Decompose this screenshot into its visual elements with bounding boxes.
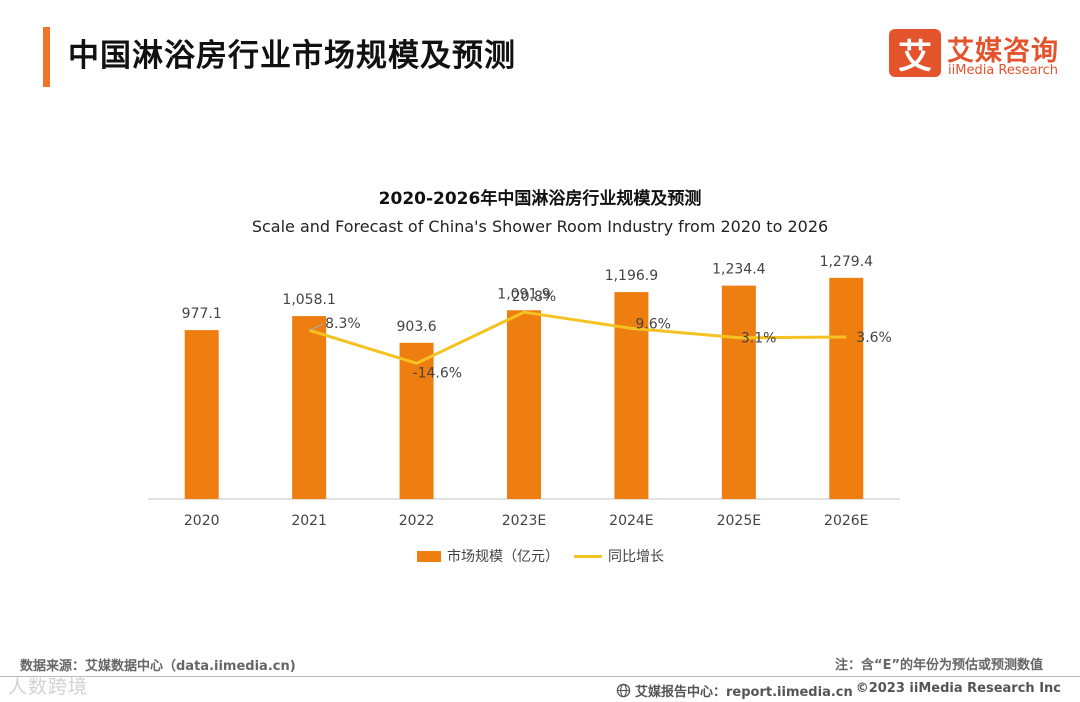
legend-label-market-size: 市场规模（亿元） xyxy=(447,549,559,565)
x-tick-label-2025E: 2025E xyxy=(717,513,761,529)
growth-leader-2021 xyxy=(308,323,324,331)
x-tick-label-2026E: 2026E xyxy=(824,513,868,529)
bar-value-label-2026E: 1,279.4 xyxy=(820,254,874,270)
legend-item-growth: 同比增长 xyxy=(574,546,664,566)
title-accent-bar xyxy=(43,27,50,87)
data-source: 数据来源：艾媒数据中心（data.iimedia.cn) xyxy=(20,659,296,674)
x-tick-label-2023E: 2023E xyxy=(502,513,546,529)
bar-2022 xyxy=(399,342,434,499)
chart-title: 2020-2026年中国淋浴房行业规模及预测 xyxy=(378,189,702,209)
bar-2023E xyxy=(507,310,541,499)
bar-value-label-2021: 1,058.1 xyxy=(282,292,335,308)
legend-item-market-size: 市场规模（亿元） xyxy=(417,546,559,566)
report-center-text: 艾媒报告中心：report.iimedia.cn xyxy=(635,685,853,700)
forecast-note: 注：含“E”的年份为预估或预测数值 xyxy=(835,658,1043,673)
bar-2021 xyxy=(292,316,327,499)
bar-2020 xyxy=(184,330,219,499)
growth-label-2025E: 3.1% xyxy=(741,331,777,347)
brand-logo-icon: 艾 xyxy=(889,29,941,77)
x-tick-label-2024E: 2024E xyxy=(609,513,653,529)
copyright: ©2023 iiMedia Research Inc xyxy=(855,681,1061,696)
report-center: 艾媒报告中心：report.iimedia.cn xyxy=(616,681,853,700)
bar-value-label-2025E: 1,234.4 xyxy=(712,262,766,278)
watermark: 人数跨境 xyxy=(8,676,89,698)
growth-label-2024E: 9.6% xyxy=(635,316,671,332)
legend-line-swatch xyxy=(574,554,602,558)
x-tick-label-2020: 2020 xyxy=(184,513,220,529)
footer-divider xyxy=(0,676,1080,677)
chart-subtitle: Scale and Forecast of China's Shower Roo… xyxy=(251,217,829,236)
bar-value-label-2020: 977.1 xyxy=(182,306,222,322)
x-tick-label-2022: 2022 xyxy=(399,513,435,529)
legend-bar-swatch xyxy=(417,550,441,562)
legend-label-growth: 同比增长 xyxy=(608,549,664,565)
bar-value-label-2023E: 1,091.9 xyxy=(497,286,550,302)
x-tick-label-2021: 2021 xyxy=(291,513,327,529)
growth-label-2026E: 3.6% xyxy=(856,330,892,346)
page-title: 中国淋浴房行业市场规模及预测 xyxy=(68,38,516,74)
growth-label-2021: 8.3% xyxy=(325,316,361,332)
brand-name-cn: 艾媒咨询 xyxy=(947,36,1059,67)
globe-icon xyxy=(616,683,631,698)
brand-name-en: iiMedia Research xyxy=(948,63,1059,78)
growth-label-2022: -14.6% xyxy=(413,365,463,381)
growth-line xyxy=(308,310,847,365)
bar-2026E xyxy=(829,277,864,499)
growth-label-2023E: 20.8% xyxy=(512,289,556,305)
bar-2025E xyxy=(721,285,756,499)
bar-value-label-2022: 903.6 xyxy=(397,319,437,335)
brand-block: 艾 艾媒咨询 iiMedia Research xyxy=(889,29,1069,81)
bar-value-label-2024E: 1,196.9 xyxy=(605,268,658,284)
